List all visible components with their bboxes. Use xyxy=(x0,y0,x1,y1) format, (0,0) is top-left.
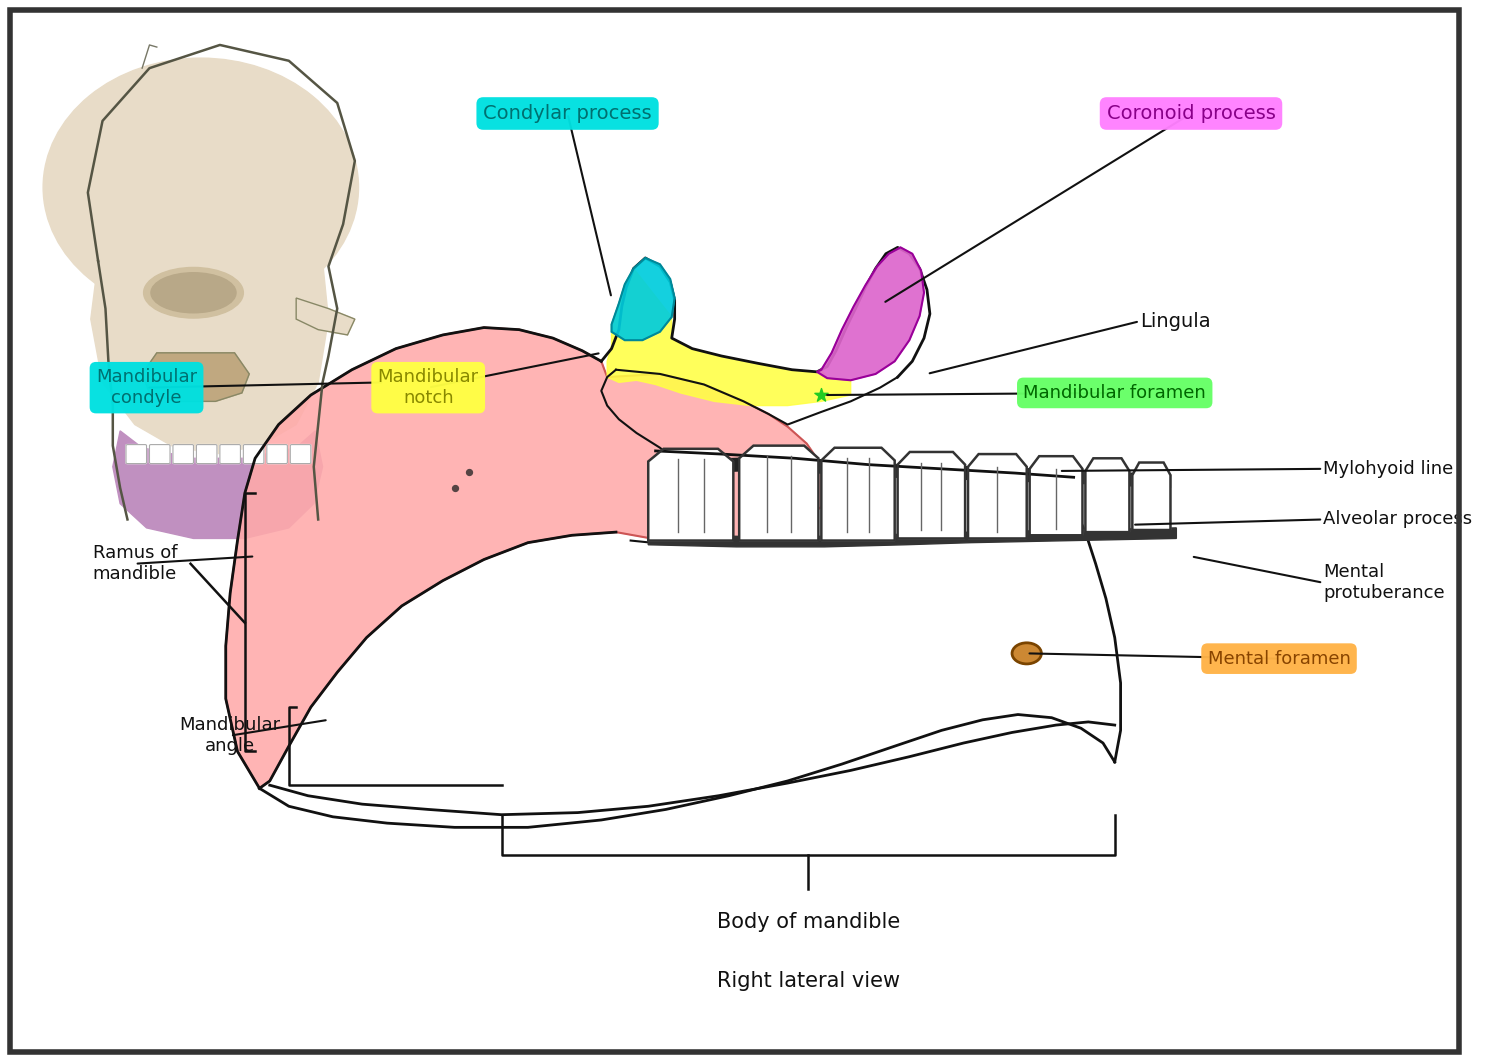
Ellipse shape xyxy=(150,272,236,313)
Point xyxy=(458,463,482,480)
Text: Ramus of
mandible: Ramus of mandible xyxy=(92,545,178,583)
Polygon shape xyxy=(90,261,328,454)
Text: Mental
protuberance: Mental protuberance xyxy=(1323,563,1445,602)
Polygon shape xyxy=(739,445,819,541)
Ellipse shape xyxy=(143,267,244,318)
Text: Lingula: Lingula xyxy=(1139,312,1210,331)
Polygon shape xyxy=(611,258,674,340)
Polygon shape xyxy=(296,298,355,335)
Polygon shape xyxy=(141,353,250,402)
Text: Condylar process: Condylar process xyxy=(483,104,652,123)
Polygon shape xyxy=(1029,456,1082,535)
Text: Coronoid process: Coronoid process xyxy=(1106,104,1275,123)
Text: Mental foramen: Mental foramen xyxy=(1207,650,1350,668)
Text: Mylohyoid line: Mylohyoid line xyxy=(1323,460,1454,478)
FancyBboxPatch shape xyxy=(197,444,217,463)
Text: Alveolar process: Alveolar process xyxy=(1323,511,1472,529)
Text: Mandibular
angle: Mandibular angle xyxy=(179,717,281,755)
FancyBboxPatch shape xyxy=(173,444,194,463)
Polygon shape xyxy=(226,328,828,789)
Text: Mandibular
notch: Mandibular notch xyxy=(378,368,479,407)
Point xyxy=(442,479,467,496)
FancyBboxPatch shape xyxy=(220,444,241,463)
Polygon shape xyxy=(968,454,1026,538)
Polygon shape xyxy=(649,448,733,541)
FancyBboxPatch shape xyxy=(149,444,170,463)
Polygon shape xyxy=(897,452,965,538)
Polygon shape xyxy=(607,268,850,406)
Polygon shape xyxy=(1085,458,1129,532)
Ellipse shape xyxy=(44,58,358,317)
Polygon shape xyxy=(649,528,1177,547)
FancyBboxPatch shape xyxy=(244,444,263,463)
Circle shape xyxy=(1011,642,1041,664)
Polygon shape xyxy=(822,447,894,541)
Polygon shape xyxy=(817,247,924,381)
FancyBboxPatch shape xyxy=(290,444,312,463)
Polygon shape xyxy=(649,458,1171,488)
Polygon shape xyxy=(113,430,322,538)
Point xyxy=(810,387,834,404)
FancyBboxPatch shape xyxy=(266,444,287,463)
Text: Mandibular
condyle: Mandibular condyle xyxy=(96,368,197,407)
Text: Mandibular foramen: Mandibular foramen xyxy=(1023,384,1206,402)
FancyBboxPatch shape xyxy=(126,444,146,463)
Text: Body of mandible: Body of mandible xyxy=(716,913,900,932)
Text: Right lateral view: Right lateral view xyxy=(716,971,900,991)
Polygon shape xyxy=(1132,462,1171,530)
